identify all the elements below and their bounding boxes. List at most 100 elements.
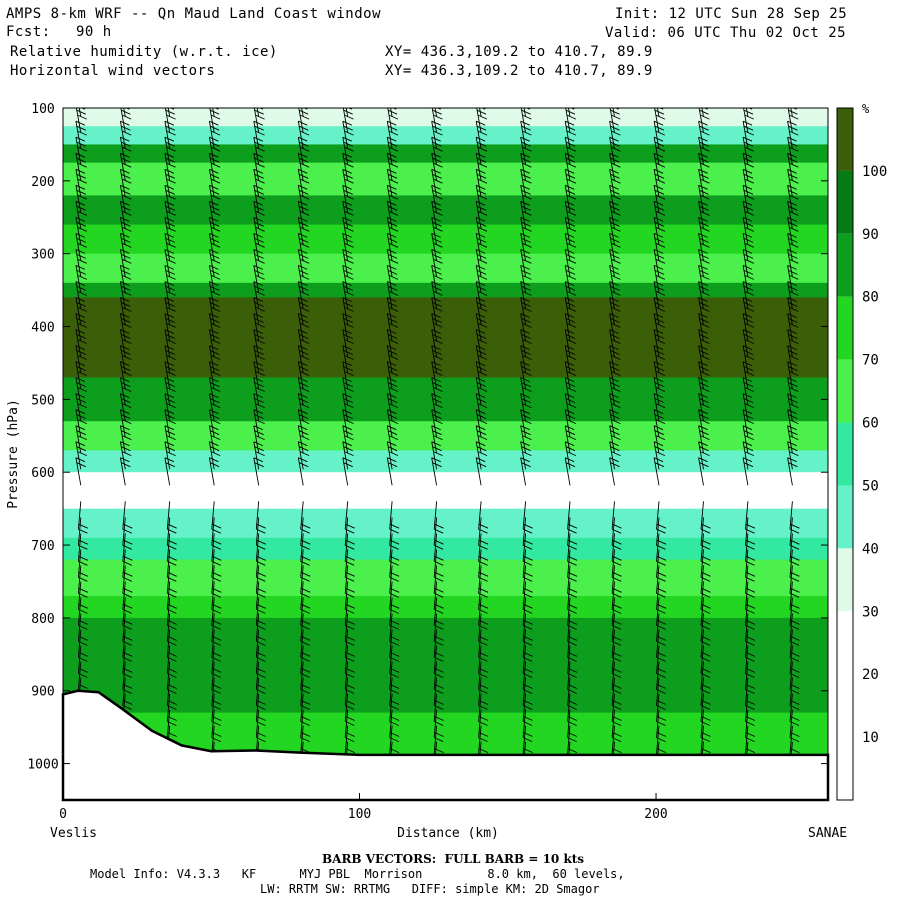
- wind-barb-38: [119, 120, 132, 149]
- wind-barb-359: [475, 200, 488, 229]
- wind-barb-284: [386, 281, 399, 310]
- wind-barb-247: [342, 329, 354, 358]
- wind-barb-131: [208, 393, 221, 422]
- wind-barb-369: [475, 361, 488, 390]
- wind-barb-640: [787, 216, 799, 245]
- wind-barb-562: [698, 248, 710, 278]
- wind-barb-122: [208, 248, 221, 278]
- wind-barb-6: [75, 184, 87, 213]
- wind-barb-132: [208, 409, 221, 438]
- wind-barb-10: [75, 248, 87, 278]
- wind-barb-331: [431, 393, 443, 422]
- wind-barb-635: [787, 136, 799, 165]
- wind-barb-235: [342, 136, 354, 165]
- wind-barb-45: [119, 232, 132, 262]
- wind-barb-333: [431, 425, 443, 454]
- wind-barb-202: [297, 248, 310, 278]
- wind-barb-155: [253, 136, 265, 165]
- wind-barb-568: [698, 345, 710, 374]
- wind-barb-572: [698, 409, 710, 438]
- wind-barb-252: [342, 409, 354, 438]
- wind-barb-485: [609, 297, 621, 326]
- wind-barb-361: [475, 232, 488, 262]
- wind-barb-604: [742, 281, 754, 310]
- wind-barb-58: [119, 441, 132, 470]
- wind-barb-166: [253, 313, 265, 342]
- wind-barb-520: [653, 216, 666, 245]
- wind-barb-125: [208, 297, 221, 326]
- wind-barb-214: [297, 441, 310, 470]
- wind-barb-607: [742, 329, 754, 358]
- wind-barb-367: [475, 329, 488, 358]
- wind-barb-2: [75, 120, 87, 149]
- wind-barb-532: [653, 409, 666, 438]
- wind-barb-163: [253, 264, 265, 294]
- wind-barb-322: [431, 248, 443, 278]
- model-info-line1: Model Info: V4.3.3 KF MYJ PBL Morrison 8…: [90, 867, 625, 881]
- wind-barb-597: [742, 168, 754, 197]
- wind-barb-78: [164, 168, 176, 197]
- wind-barb-403: [520, 264, 532, 294]
- wind-barb-645: [787, 297, 799, 326]
- wind-barb-81: [164, 216, 176, 245]
- wind-barb-647: [787, 329, 799, 358]
- y-tick-label-400: 400: [31, 321, 54, 336]
- wind-barb-89: [164, 345, 176, 374]
- wind-barb-525: [653, 297, 666, 326]
- wind-barb-567: [698, 329, 710, 358]
- wind-barb-449: [564, 361, 577, 390]
- wind-barb-246: [342, 313, 354, 342]
- wind-barb-290: [386, 377, 399, 406]
- wind-barb-487: [609, 329, 621, 358]
- colorbar-frame: [836, 107, 854, 801]
- wind-barb-116: [208, 152, 221, 181]
- wind-barb-448: [564, 345, 577, 374]
- wind-barb-330: [431, 377, 443, 406]
- wind-barb-437: [564, 168, 577, 197]
- wind-barb-17: [75, 361, 87, 390]
- wind-barb-13: [75, 297, 87, 326]
- wind-barb-324: [431, 281, 443, 310]
- wind-barb-483: [609, 264, 621, 294]
- wind-barb-535: [653, 457, 665, 486]
- x-right-end-label: SANAE: [808, 826, 847, 841]
- colorbar-swatch-5: [837, 422, 853, 486]
- wind-barb-315: [431, 136, 443, 165]
- wind-barb-575: [698, 457, 709, 486]
- wind-barb-439: [564, 200, 577, 229]
- wind-barb-557: [698, 168, 710, 197]
- wind-barb-565: [698, 297, 710, 326]
- wind-barb-236: [342, 152, 354, 181]
- wind-barb-608: [742, 345, 754, 374]
- wind-barb-195: [297, 136, 310, 165]
- wind-barb-598: [742, 184, 754, 213]
- colorbar-label-40: 40: [862, 541, 879, 557]
- y-tick-label-500: 500: [31, 393, 54, 408]
- wind-barb-415: [520, 457, 531, 486]
- colorbar-label-10: 10: [862, 730, 879, 746]
- wind-barb-613: [742, 425, 754, 454]
- wind-barb-326: [431, 313, 443, 342]
- wind-barb-435: [564, 136, 577, 165]
- wind-barb-441: [564, 232, 577, 262]
- wind-barb-117: [208, 168, 221, 197]
- wind-barb-642: [787, 248, 799, 278]
- colorbar-label-20: 20: [862, 667, 879, 683]
- wind-barb-516: [653, 152, 666, 181]
- colorbar-swatch-7: [837, 548, 853, 612]
- x-tick-label-0: 0: [59, 807, 67, 822]
- wind-barb-170: [253, 377, 265, 406]
- wind-barb-8: [75, 216, 87, 245]
- wind-barb-523: [653, 264, 666, 294]
- wind-barb-118: [208, 184, 221, 213]
- wind-barb-18: [75, 377, 87, 406]
- colorbar-unit: %: [862, 102, 870, 116]
- wind-barb-612: [742, 409, 754, 438]
- wind-barb-653: [787, 425, 799, 454]
- wind-barb-408: [520, 345, 532, 374]
- rh-band-12: [63, 472, 828, 510]
- wind-barb-77: [164, 152, 176, 181]
- wind-barb-94: [164, 425, 176, 454]
- wind-barb-560: [698, 216, 710, 245]
- wind-barb-74: [164, 108, 176, 133]
